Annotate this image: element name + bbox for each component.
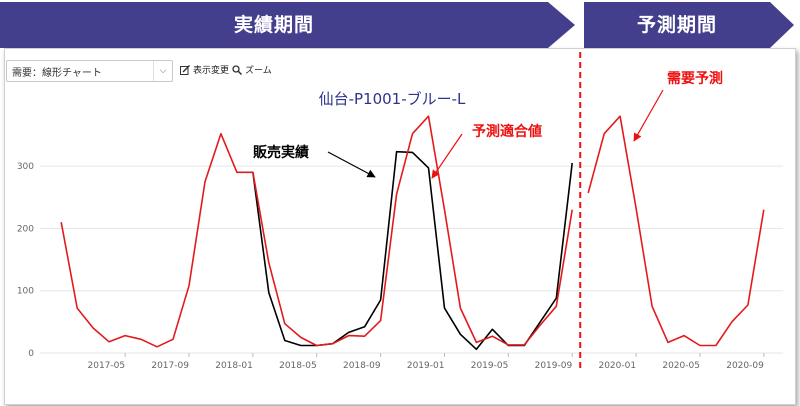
x-tick-label: 2017-05 <box>88 361 126 371</box>
series-line-1 <box>252 150 573 351</box>
zoom-button[interactable]: ズーム <box>232 63 272 76</box>
x-tick-label: 2020-05 <box>662 361 700 371</box>
x-tick-label: 2017-09 <box>151 361 189 371</box>
chart-panel <box>4 48 796 405</box>
series-line-3 <box>587 115 765 347</box>
forecast-period-arrow-shape <box>584 2 794 48</box>
demand-forecast-arrow <box>633 89 664 142</box>
chevron-down-icon: ⌵ <box>153 61 172 81</box>
grid-lines <box>40 165 783 354</box>
x-tick-label: 2018-05 <box>279 361 317 371</box>
x-tick-label: 2019-09 <box>535 361 573 371</box>
y-tick-label: 300 <box>17 162 34 172</box>
y-tick-label: 200 <box>17 224 34 234</box>
actual-sales-arrow <box>327 151 376 178</box>
actual-period-label: 実績期間 <box>233 14 314 36</box>
y-axis-ticks: 0 100 200 300 <box>17 162 34 359</box>
x-tick-label: 2018-01 <box>215 361 253 371</box>
actual-period-banner: 実績期間 <box>0 0 578 50</box>
chart-type-select-value: 需要：線形チャート <box>12 68 102 79</box>
x-tick-label: 2020-01 <box>598 361 636 371</box>
series-line-2 <box>60 115 573 348</box>
actual-sales-annotation: 販売実績 <box>253 144 309 161</box>
zoom-label: ズーム <box>245 66 272 76</box>
actual-period-arrow-shape <box>0 2 575 48</box>
x-tick-label: 2019-01 <box>407 361 445 371</box>
y-tick-label: 100 <box>17 287 34 297</box>
display-change-label: 表示変更 <box>193 66 230 76</box>
display-change-button[interactable]: 表示変更 <box>180 63 229 76</box>
forecast-period-label: 予測期間 <box>636 14 717 36</box>
forecast-period-banner: 予測期間 <box>584 0 796 50</box>
demand-forecast-annotation: 需要予測 <box>667 70 723 87</box>
fitted-forecast-arrow <box>431 133 463 179</box>
chart-title: 仙台-P1001-ブルー-L <box>319 90 466 108</box>
y-tick-label: 0 <box>28 349 34 359</box>
x-tick-label: 2020-09 <box>726 361 764 371</box>
x-tick-label: 2019-05 <box>471 361 509 371</box>
x-tick-label: 2018-09 <box>343 361 381 371</box>
series-lines <box>60 115 765 351</box>
x-axis-ticks: 2017-05 2017-09 2018-01 2018-05 2018-09 2019-… <box>88 353 765 371</box>
chart-type-select[interactable]: 需要：線形チャート ⌵ <box>6 60 173 82</box>
fitted-forecast-annotation: 予測適合値 <box>472 123 542 140</box>
search-icon <box>232 64 242 75</box>
edit-icon <box>180 64 190 75</box>
